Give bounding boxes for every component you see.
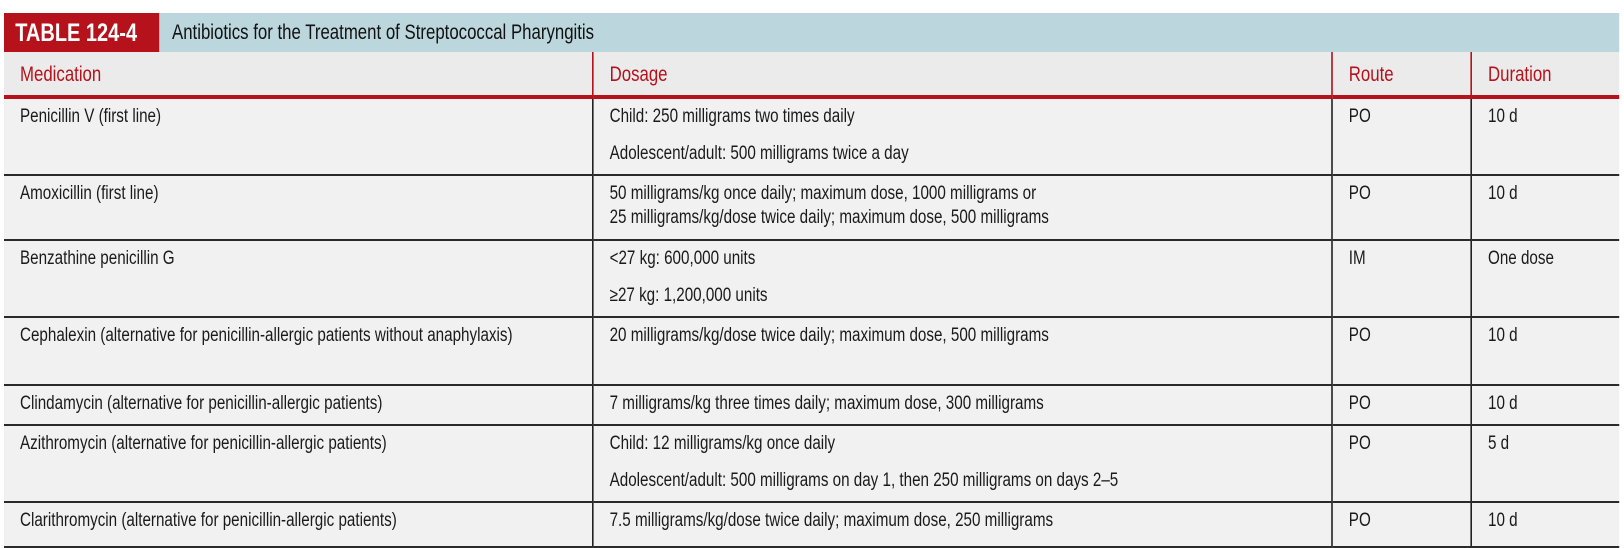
dosage-line: ≥27 kg: 1,200,000 units bbox=[609, 285, 768, 306]
table-row: Cephalexin (alternative for penicillin-a… bbox=[4, 317, 1620, 386]
table-container: TABLE 124-4 Antibiotics for the Treatmen… bbox=[4, 13, 1620, 548]
table-row: Azithromycin (alternative for penicillin… bbox=[4, 425, 1620, 503]
dosage-line: Child: 12 milligrams/kg once daily bbox=[609, 433, 836, 454]
dosage-cell: 50 milligrams/kg once daily; maximum dos… bbox=[591, 175, 1332, 241]
route-cell: PO bbox=[1331, 502, 1472, 548]
route-cell: PO bbox=[1331, 425, 1472, 503]
column-header-duration: Duration bbox=[1470, 52, 1620, 99]
route-cell: IM bbox=[1331, 240, 1472, 318]
dosage-cell: 7 milligrams/kg three times daily; maxim… bbox=[591, 385, 1332, 426]
header-row: Medication Dosage Route Duration bbox=[4, 52, 1620, 99]
duration-cell: 10 d bbox=[1470, 317, 1620, 386]
duration-cell: 10 d bbox=[1470, 175, 1620, 241]
dosage-line: 50 milligrams/kg once daily; maximum dos… bbox=[609, 183, 1037, 204]
route-cell: PO bbox=[1331, 175, 1472, 241]
table-row: Penicillin V (first line) Child: 250 mill… bbox=[4, 97, 1620, 176]
dosage-line: Adolescent/adult: 500 milligrams on day … bbox=[609, 470, 1119, 491]
column-header-route: Route bbox=[1331, 52, 1472, 99]
dosage-cell: Child: 250 milligrams two times daily Ado… bbox=[591, 97, 1332, 176]
table-row: Clarithromycin (alternative for penicill… bbox=[4, 502, 1620, 548]
duration-cell: 5 d bbox=[1470, 425, 1620, 503]
duration-cell: 10 d bbox=[1470, 502, 1620, 548]
dosage-cell: 20 milligrams/kg/dose twice daily; maxim… bbox=[591, 317, 1332, 386]
dosage-line: 20 milligrams/kg/dose twice daily; maxim… bbox=[609, 325, 1049, 346]
table-row: Clindamycin (alternative for penicillin-… bbox=[4, 385, 1620, 426]
medication-cell: Clarithromycin (alternative for penicill… bbox=[4, 502, 593, 548]
column-header-dosage: Dosage bbox=[591, 52, 1332, 99]
medication-cell: Penicillin V (first line) bbox=[4, 97, 593, 176]
dosage-line: Child: 250 milligrams two times daily bbox=[609, 106, 855, 127]
route-cell: PO bbox=[1331, 97, 1472, 176]
dosage-line: 7 milligrams/kg three times daily; maxim… bbox=[609, 393, 1044, 414]
route-cell: PO bbox=[1331, 317, 1472, 386]
dosage-line: 7.5 milligrams/kg/dose twice daily; maxi… bbox=[609, 510, 1054, 531]
medication-cell: Clindamycin (alternative for penicillin-… bbox=[4, 385, 593, 426]
dosage-line: Adolescent/adult: 500 milligrams twice a… bbox=[609, 143, 909, 164]
column-header-medication: Medication bbox=[4, 52, 593, 99]
table-row: Benzathine penicillin G <27 kg: 600,000 u… bbox=[4, 240, 1620, 318]
duration-cell: One dose bbox=[1470, 240, 1620, 318]
table-row: Amoxicillin (first line) 50 milligrams/kg… bbox=[4, 175, 1620, 241]
duration-cell: 10 d bbox=[1470, 97, 1620, 176]
dosage-cell: <27 kg: 600,000 units ≥27 kg: 1,200,000 u… bbox=[591, 240, 1332, 318]
duration-cell: 10 d bbox=[1470, 385, 1620, 426]
medication-cell: Azithromycin (alternative for penicillin… bbox=[4, 425, 593, 503]
dosage-cell: Child: 12 milligrams/kg once daily Adoles… bbox=[591, 425, 1332, 503]
medication-cell: Benzathine penicillin G bbox=[4, 240, 593, 318]
route-cell: PO bbox=[1331, 385, 1472, 426]
table-label: TABLE 124-4 bbox=[4, 13, 160, 52]
table-title: Antibiotics for the Treatment of Strepto… bbox=[172, 20, 595, 44]
medication-cell: Cephalexin (alternative for penicillin-a… bbox=[4, 317, 593, 386]
dosage-line: 25 milligrams/kg/dose twice daily; maxim… bbox=[609, 207, 1049, 228]
antibiotics-table: Medication Dosage Route Duration Penicil… bbox=[4, 52, 1620, 548]
dosage-cell: 7.5 milligrams/kg/dose twice daily; maxi… bbox=[591, 502, 1332, 548]
medication-cell: Amoxicillin (first line) bbox=[4, 175, 593, 241]
table-title-bar: TABLE 124-4 Antibiotics for the Treatmen… bbox=[4, 13, 1620, 52]
dosage-line: <27 kg: 600,000 units bbox=[609, 248, 756, 269]
